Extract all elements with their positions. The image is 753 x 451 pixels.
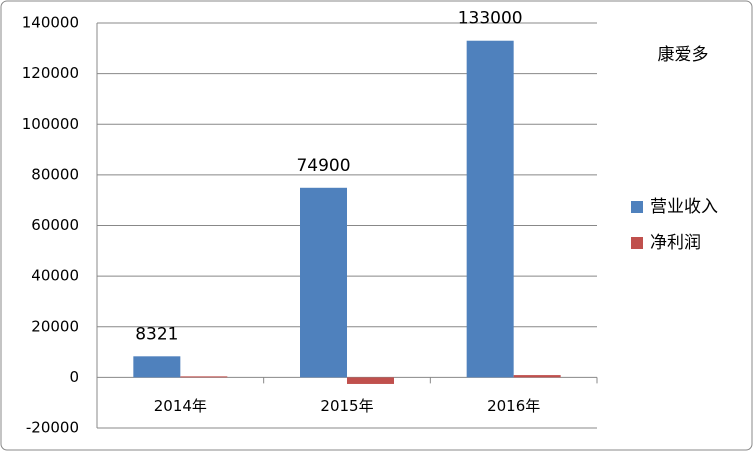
y-tick-label: 140000	[22, 14, 79, 32]
bar	[513, 375, 561, 378]
data-label: 133000	[458, 9, 523, 29]
chart-title: 康爱多	[658, 45, 709, 65]
bar	[300, 187, 347, 378]
y-tick-label: 100000	[22, 115, 79, 133]
y-tick-label: 80000	[31, 165, 79, 183]
x-tick-label: 2016年	[487, 397, 540, 415]
legend-label: 营业收入	[650, 197, 718, 217]
data-label: 74900	[296, 156, 350, 176]
data-label: 8321	[135, 324, 178, 344]
x-tick-label: 2015年	[320, 397, 373, 415]
x-tick-label: 2014年	[154, 397, 207, 415]
bar	[347, 377, 394, 384]
y-tick-label: 40000	[31, 267, 79, 285]
bar	[180, 376, 228, 378]
bar	[466, 40, 514, 378]
y-tick-label: -20000	[26, 419, 79, 437]
y-tick-label: 0	[69, 368, 79, 386]
bar	[133, 356, 181, 378]
legend-swatch	[631, 237, 643, 249]
legend-label: 净利润	[650, 233, 701, 253]
y-tick-label: 120000	[22, 64, 79, 82]
y-tick-label: 20000	[31, 317, 79, 335]
legend-swatch	[631, 201, 643, 213]
y-tick-label: 60000	[31, 216, 79, 234]
